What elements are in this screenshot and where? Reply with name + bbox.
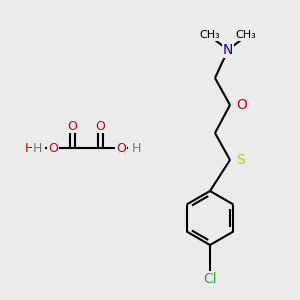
Text: O: O [236,98,247,112]
Text: CH₃: CH₃ [200,30,220,40]
Text: O: O [116,142,126,154]
Text: HO: HO [25,142,44,154]
Text: Cl: Cl [203,272,217,286]
Text: N: N [223,43,233,57]
Text: O: O [67,119,77,133]
Text: CH₃: CH₃ [236,30,256,40]
Text: O: O [48,142,58,154]
Text: H: H [33,142,42,154]
Text: S: S [236,153,245,167]
Text: H: H [132,142,141,154]
Text: O: O [95,119,105,133]
